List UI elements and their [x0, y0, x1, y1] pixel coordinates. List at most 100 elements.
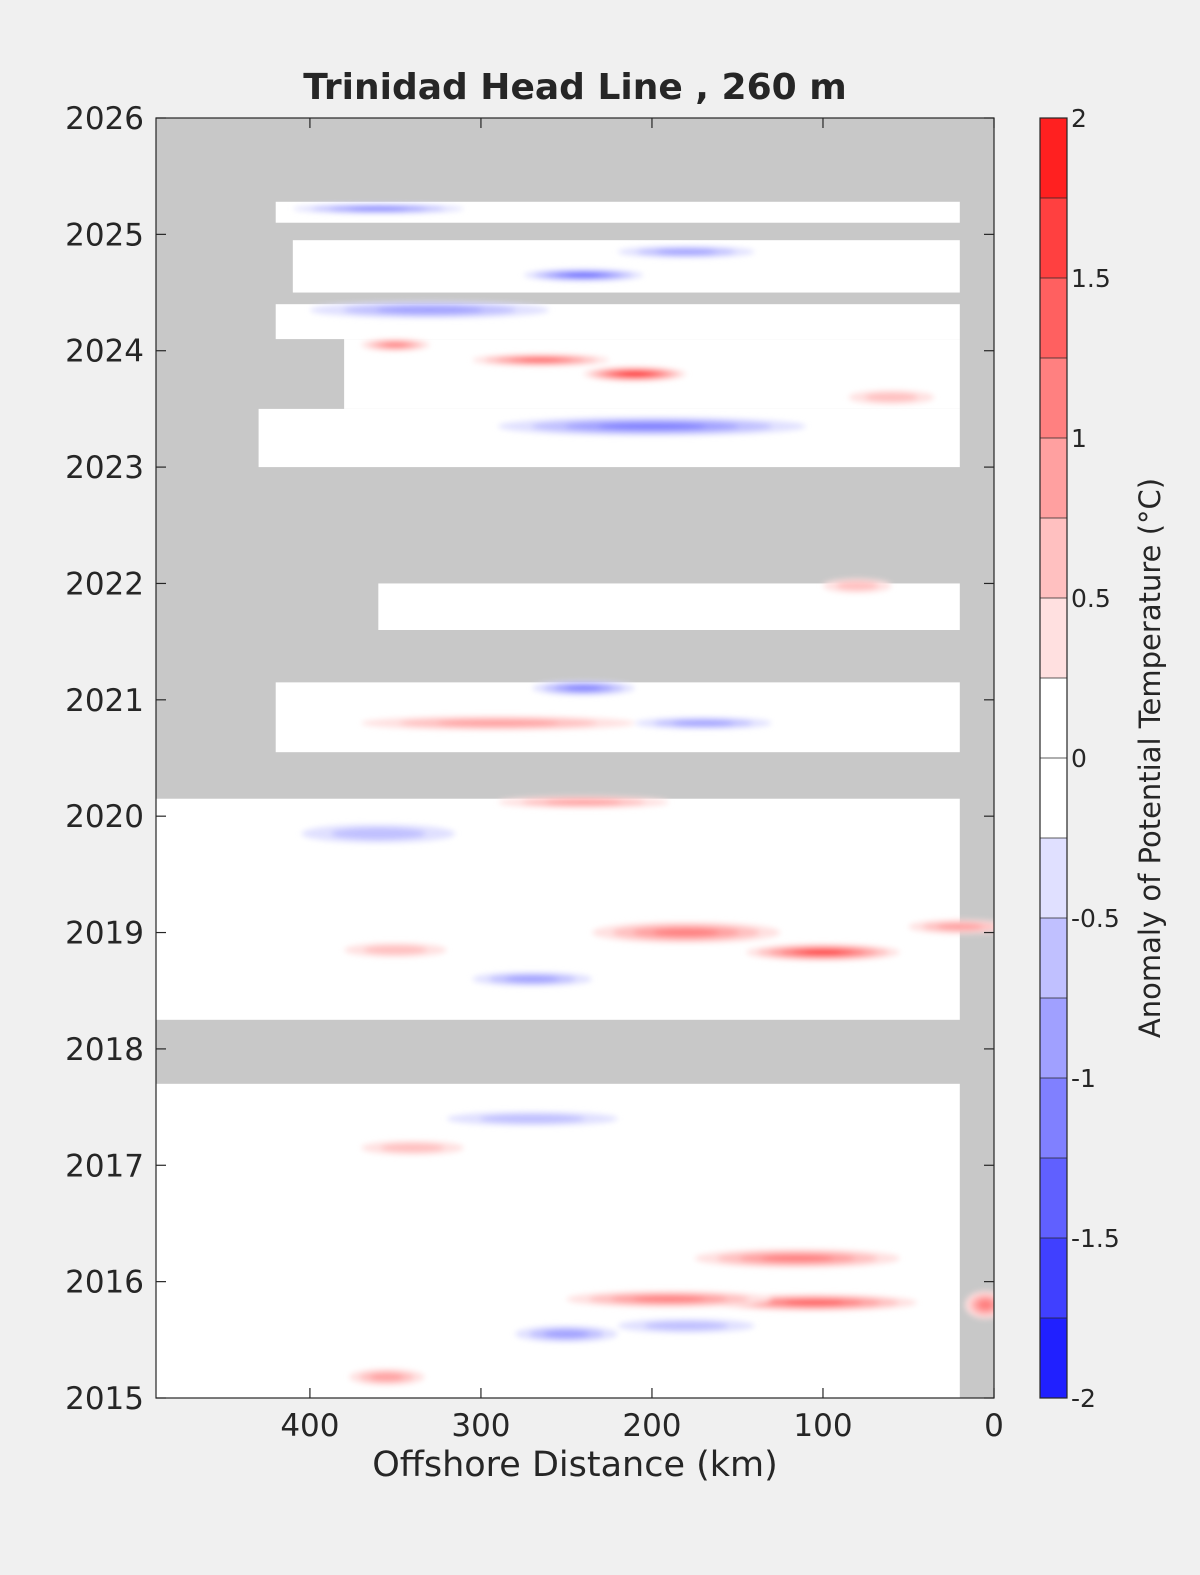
colorbar-segment: [1040, 1078, 1067, 1158]
anomaly-blob: [634, 717, 772, 729]
anomaly-layer: [292, 204, 994, 1386]
y-tick-label: 2025: [65, 217, 144, 253]
plot-area: [155, 117, 995, 1399]
colorbar-tick-label: -1: [1071, 1064, 1096, 1093]
colorbar-tick-label: 1: [1071, 424, 1087, 453]
y-tick-label: 2017: [65, 1148, 144, 1184]
anomaly-contour: [348, 207, 409, 211]
colorbar-segment: [1040, 438, 1067, 518]
anomaly-blob: [694, 1249, 900, 1268]
anomaly-contour: [633, 1296, 705, 1302]
anomaly-contour: [804, 950, 842, 955]
colorbar-segment: [1040, 198, 1067, 278]
y-tick-label: 2016: [65, 1265, 144, 1301]
anomaly-contour: [376, 306, 483, 314]
data-coverage-band: [156, 1083, 960, 1398]
anomaly-blob: [498, 796, 670, 809]
x-tick-label: 0: [984, 1408, 1004, 1444]
colorbar-segment: [1040, 838, 1067, 918]
colorbar-frame: [1039, 117, 1068, 1399]
anomaly-blob: [746, 944, 900, 961]
y-tick-label: 2026: [65, 101, 144, 137]
anomaly-blob: [515, 1325, 618, 1343]
anomaly-blob: [532, 681, 635, 696]
anomaly-contour: [543, 1330, 590, 1338]
colorbar-tick-label: -1.5: [1071, 1224, 1120, 1253]
y-tick-label: 2023: [65, 450, 144, 486]
colorbar-segment: [1040, 598, 1067, 678]
anomaly-blob: [472, 354, 610, 366]
colorbar-tick-label: 1.5: [1071, 264, 1111, 293]
anomaly-contour: [545, 799, 622, 805]
colorbar-tick-label: -2: [1071, 1384, 1096, 1413]
anomaly-contour: [363, 945, 428, 955]
colorbar-segment: [1040, 518, 1067, 598]
anomaly-contour: [565, 685, 602, 691]
anomaly-contour: [761, 1255, 834, 1262]
anomaly-blob: [292, 204, 464, 214]
colorbar-segment: [1040, 758, 1067, 838]
colorbar-segment: [1040, 918, 1067, 998]
colorbar-segment: [1040, 1238, 1067, 1318]
anomaly-blob: [583, 367, 687, 381]
anomaly-blob: [301, 824, 456, 843]
anomaly-contour: [521, 358, 561, 362]
anomaly-blob: [472, 972, 593, 987]
anomaly-blob: [349, 1368, 425, 1386]
x-tick-label: 200: [622, 1408, 681, 1444]
data-coverage-band: [156, 798, 960, 1020]
colorbar-tick-label: 0.5: [1071, 584, 1111, 613]
anomaly-contour: [653, 928, 719, 937]
y-tick-label: 2019: [65, 916, 144, 952]
anomaly-contour: [370, 1373, 404, 1381]
anomaly-blob: [498, 417, 806, 436]
anomaly-blob: [848, 390, 935, 405]
chart-title: Trinidad Head Line , 260 m: [303, 67, 846, 108]
anomaly-blob: [566, 1290, 772, 1308]
y-tick-label: 2024: [65, 334, 144, 370]
anomaly-contour: [672, 720, 734, 726]
y-tick-label: 2020: [65, 799, 144, 835]
anomaly-blob: [523, 269, 644, 281]
colorbar-tick-label: 2: [1071, 104, 1087, 133]
data-coverage-layer: [156, 201, 960, 1398]
colorbar-segment: [1040, 1318, 1067, 1398]
anomaly-blob: [822, 578, 892, 593]
anomaly-blob: [617, 1318, 755, 1333]
anomaly-contour: [505, 975, 559, 983]
anomaly-contour: [437, 719, 559, 727]
anomaly-blob: [309, 301, 550, 319]
colorbar-segment: [1040, 678, 1067, 758]
x-tick-label: 300: [451, 1408, 510, 1444]
anomaly-blob: [908, 919, 994, 934]
data-coverage-band: [275, 682, 960, 753]
anomaly-contour: [644, 1321, 729, 1331]
colorbar-tick-label: -0.5: [1071, 904, 1120, 933]
anomaly-contour: [330, 827, 426, 840]
anomaly-contour: [865, 392, 918, 402]
colorbar-segment: [1040, 358, 1067, 438]
colorbar-tick-label: 0: [1071, 744, 1087, 773]
colorbar-segment: [1040, 118, 1067, 198]
anomaly-blob: [964, 1290, 994, 1319]
plot-frame: [155, 117, 995, 1399]
colorbar-segment: [1040, 998, 1067, 1078]
colorbar-segment: [1040, 1158, 1067, 1238]
anomaly-blob: [344, 943, 447, 957]
x-axis-label: Offshore Distance (km): [372, 1445, 778, 1485]
anomaly-contour: [479, 1114, 585, 1124]
y-tick-label: 2018: [65, 1032, 144, 1068]
anomaly-blob: [446, 1111, 618, 1126]
x-tick-label: 100: [793, 1408, 852, 1444]
y-axis: 2015 2016 2017 2018 2019 2020 2021 2022 2023 2024…: [65, 101, 994, 1417]
colorbar-label: Anomaly of Potential Temperature (°C): [1133, 478, 1167, 1038]
anomaly-contour: [978, 1300, 993, 1310]
anomaly-contour: [836, 581, 879, 591]
anomaly-contour: [598, 423, 706, 430]
anomaly-blob: [617, 246, 755, 258]
anomaly-contour: [380, 1143, 445, 1153]
y-tick-label: 2022: [65, 566, 144, 602]
anomaly-contour: [624, 372, 646, 376]
x-tick-label: 400: [280, 1408, 339, 1444]
